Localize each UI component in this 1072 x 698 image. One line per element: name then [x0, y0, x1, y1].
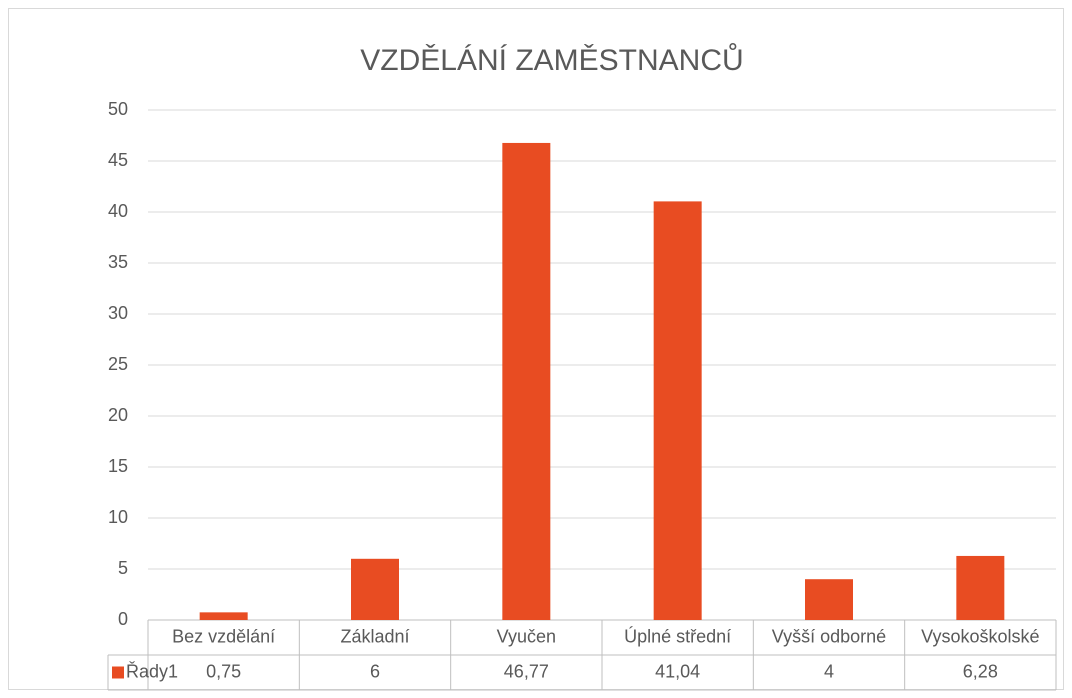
y-tick-label: 45	[108, 150, 128, 170]
y-tick-label: 50	[108, 99, 128, 119]
bar	[956, 555, 1005, 620]
y-tick-label: 10	[108, 507, 128, 527]
data-table-value: 4	[824, 661, 834, 681]
bar	[502, 142, 551, 621]
y-tick-label: 5	[118, 558, 128, 578]
bar	[351, 558, 399, 620]
data-table-value: 6	[370, 661, 380, 681]
legend-key	[112, 666, 124, 679]
x-tick-label: Základní	[340, 626, 409, 646]
x-tick-label: Bez vzdělání	[172, 626, 275, 646]
y-tick-label: 25	[108, 354, 128, 374]
data-table-value: 46,77	[504, 661, 549, 681]
x-tick-label: Vyšší odborné	[772, 626, 886, 646]
bar	[805, 579, 853, 620]
x-tick-label: Vysokoškolské	[921, 626, 1039, 646]
legend-label: Řady1	[126, 661, 178, 681]
chart-title: VZDĚLÁNÍ ZAMĚSTNANCŮ	[360, 43, 743, 77]
y-tick-label: 30	[108, 303, 128, 323]
data-table-value: 0,75	[206, 661, 241, 681]
bar	[653, 201, 702, 620]
x-tick-label: Vyučen	[497, 626, 556, 646]
y-tick-label: 40	[108, 201, 128, 221]
y-tick-label: 15	[108, 456, 128, 476]
data-table-value: 6,28	[963, 661, 998, 681]
bar	[199, 612, 248, 620]
data-table-value: 41,04	[655, 661, 700, 681]
x-tick-label: Úplné střední	[624, 625, 731, 646]
y-tick-label: 35	[108, 252, 128, 272]
y-tick-label: 0	[118, 609, 128, 629]
y-tick-label: 20	[108, 405, 128, 425]
